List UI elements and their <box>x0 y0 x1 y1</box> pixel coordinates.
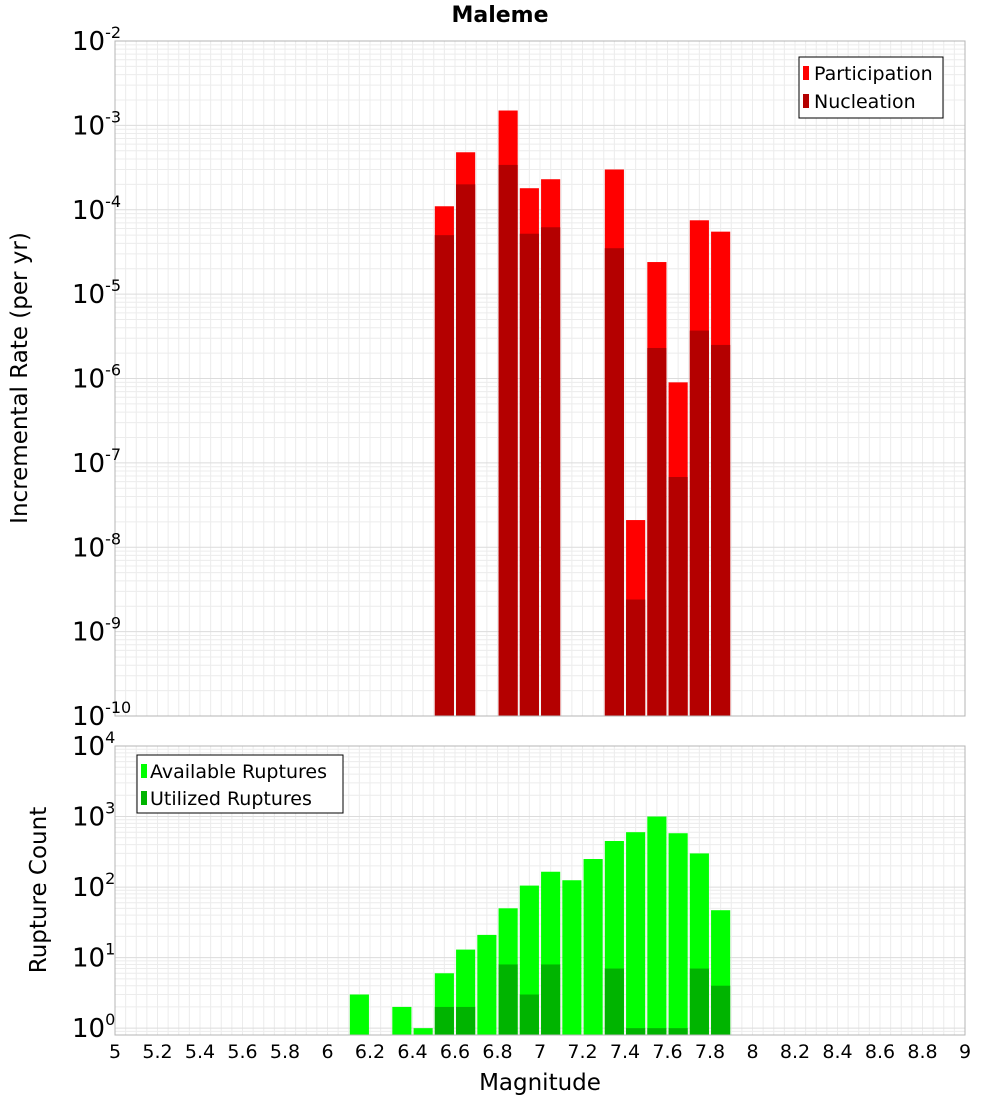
bar-utilized-ruptures <box>434 1006 454 1035</box>
bar-nucleation <box>689 330 709 716</box>
x-tick-label: 8.2 <box>780 1041 810 1063</box>
top-y-axis-title: Incremental Rate (per yr) <box>7 232 33 524</box>
bar-available-ruptures <box>562 880 582 1035</box>
x-tick-label: 6.4 <box>397 1041 427 1063</box>
x-tick-label: 8 <box>746 1041 758 1063</box>
bar-nucleation <box>519 233 539 716</box>
bar-utilized-ruptures <box>711 985 731 1035</box>
top-bars <box>434 110 731 717</box>
y-tick-label: 104 <box>72 728 115 762</box>
bar-utilized-ruptures <box>668 1028 688 1035</box>
x-tick-label: 6.6 <box>440 1041 470 1063</box>
legend-swatch-participation <box>803 66 809 80</box>
bar-utilized-ruptures <box>626 1028 646 1035</box>
y-tick-label: 10-3 <box>72 107 121 141</box>
bottom-y-axis-title: Rupture Count <box>26 807 52 973</box>
bottom-grid <box>114 745 966 1036</box>
legend-swatch-available-ruptures <box>141 764 147 778</box>
bar-utilized-ruptures <box>604 968 624 1035</box>
x-tick-label: 7.8 <box>695 1041 725 1063</box>
x-tick-label: 7.4 <box>610 1041 640 1063</box>
legend-label-participation: Participation <box>814 63 933 85</box>
x-tick-label: 5.2 <box>142 1041 172 1063</box>
bottom-plot: 100 101 102 103 104 5 5.2 5.4 5.6 5.8 6 6.2 6.4 6.6 6… <box>26 728 971 1096</box>
bar-utilized-ruptures <box>647 1028 667 1035</box>
bar-nucleation <box>541 227 561 716</box>
top-y-tick-labels: 10-10 10-9 10-8 10-7 10-6 10-5 10-4 10-3 10-2 <box>72 23 131 732</box>
bar-utilized-ruptures <box>498 964 518 1035</box>
x-tick-label: 6.8 <box>482 1041 512 1063</box>
x-tick-label: 8.8 <box>907 1041 937 1063</box>
bar-available-ruptures <box>647 816 667 1035</box>
bar-nucleation <box>434 235 454 716</box>
x-tick-labels: 5 5.2 5.4 5.6 5.8 6 6.2 6.4 6.6 6.8 7 7.2 7.4 7.6 7.8 8… <box>109 1041 971 1063</box>
bottom-legend-box <box>136 754 344 814</box>
x-tick-label: 7.6 <box>652 1041 682 1063</box>
x-tick-label: 5.4 <box>185 1041 215 1063</box>
chart-title: Maleme <box>451 3 548 28</box>
bar-nucleation <box>626 599 646 716</box>
legend-swatch-utilized-ruptures <box>141 791 147 805</box>
x-tick-label: 8.4 <box>822 1041 852 1063</box>
bottom-y-tick-labels: 100 101 102 103 104 <box>72 728 115 1044</box>
y-tick-label: 100 <box>72 1010 115 1044</box>
bar-nucleation <box>647 347 667 716</box>
legend-swatch-nucleation <box>803 94 809 108</box>
top-legend-box <box>798 56 944 119</box>
bar-available-ruptures <box>477 934 497 1035</box>
y-tick-label: 10-8 <box>72 529 121 563</box>
x-tick-label: 8.6 <box>865 1041 895 1063</box>
x-tick-label: 5 <box>109 1041 121 1063</box>
bar-utilized-ruptures <box>541 964 561 1035</box>
bar-utilized-ruptures <box>689 968 709 1035</box>
y-tick-label: 102 <box>72 869 115 903</box>
bar-available-ruptures <box>626 832 646 1035</box>
bar-available-ruptures <box>413 1028 433 1035</box>
bar-available-ruptures <box>349 994 369 1035</box>
x-tick-label: 7 <box>534 1041 546 1063</box>
bottom-legend: Available Ruptures Utilized Ruptures <box>136 754 344 814</box>
bar-utilized-ruptures <box>519 994 539 1035</box>
y-tick-label: 10-2 <box>72 23 121 57</box>
bottom-plot-frame <box>114 745 966 1036</box>
bar-available-ruptures <box>583 859 603 1035</box>
y-tick-label: 10-4 <box>72 192 121 226</box>
top-legend: Participation Nucleation <box>798 56 944 119</box>
y-tick-label: 103 <box>72 799 115 833</box>
bar-nucleation <box>604 248 624 717</box>
legend-label-utilized-ruptures: Utilized Ruptures <box>150 788 312 810</box>
x-tick-label: 7.2 <box>567 1041 597 1063</box>
y-tick-label: 10-6 <box>72 361 121 395</box>
x-axis-title: Magnitude <box>479 1070 601 1096</box>
bottom-bars <box>349 816 731 1035</box>
top-grid <box>114 40 966 717</box>
y-tick-label: 10-9 <box>72 614 121 648</box>
bar-utilized-ruptures <box>456 1006 476 1035</box>
x-tick-label: 5.8 <box>270 1041 300 1063</box>
y-tick-label: 10-10 <box>72 698 131 732</box>
legend-label-available-ruptures: Available Ruptures <box>150 761 327 783</box>
y-tick-label: 10-5 <box>72 276 121 310</box>
bar-nucleation <box>456 184 476 717</box>
bar-available-ruptures <box>392 1006 412 1035</box>
legend-label-nucleation: Nucleation <box>814 91 916 113</box>
bar-nucleation <box>498 164 518 716</box>
x-tick-label: 9 <box>959 1041 971 1063</box>
y-tick-label: 101 <box>72 940 115 974</box>
y-tick-label: 10-7 <box>72 445 121 479</box>
bar-nucleation <box>711 344 731 716</box>
x-tick-label: 5.6 <box>227 1041 257 1063</box>
x-tick-label: 6 <box>321 1041 333 1063</box>
x-tick-label: 6.2 <box>355 1041 385 1063</box>
top-plot-frame <box>114 40 966 717</box>
bar-available-ruptures <box>668 833 688 1035</box>
top-plot: 10-10 10-9 10-8 10-7 10-6 10-5 10-4 10-3 10-2 Ma… <box>7 3 966 732</box>
bar-nucleation <box>668 477 688 716</box>
